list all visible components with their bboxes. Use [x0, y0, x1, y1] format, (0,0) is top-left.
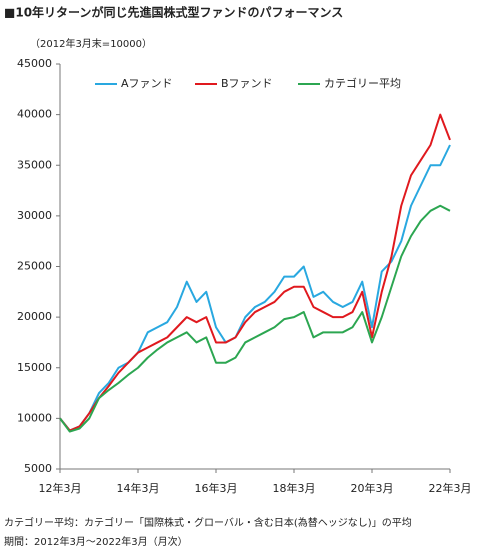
y-tick-label: 40000: [17, 108, 52, 121]
legend-label: カテゴリー平均: [324, 76, 401, 90]
series-line: [59, 113, 451, 432]
chart-title: ■10年リターンが同じ先進国株式型ファンドのパフォーマンス: [4, 5, 343, 20]
y-tick-label: 5000: [24, 462, 52, 475]
chart-subtitle: （2012年3月末=10000）: [30, 37, 152, 50]
series-line: [59, 204, 451, 433]
x-tick-label: 16年3月: [195, 481, 238, 495]
series-line: [59, 144, 451, 432]
legend-label: Aファンド: [121, 77, 173, 90]
x-tick-label: 12年3月: [39, 481, 82, 495]
note: 期間：2012年3月～2022年3月（月次）: [4, 535, 188, 548]
y-tick-label: 25000: [17, 260, 52, 273]
x-tick-label: 18年3月: [273, 481, 316, 495]
x-tick-label: 20年3月: [351, 481, 394, 495]
x-tick-label: 14年3月: [117, 481, 160, 495]
y-tick-label: 15000: [17, 361, 52, 374]
y-tick-label: 35000: [17, 158, 52, 171]
y-tick-label: 30000: [17, 209, 52, 222]
legend-label: Bファンド: [221, 77, 273, 90]
y-tick-label: 20000: [17, 310, 52, 323]
y-tick-label: 45000: [17, 57, 52, 70]
y-tick-label: 10000: [17, 411, 52, 424]
note: カテゴリー平均：カテゴリー「国際株式・グローバル・含む日本(為替ヘッジなし)」の…: [4, 516, 412, 529]
x-tick-label: 22年3月: [429, 481, 472, 495]
